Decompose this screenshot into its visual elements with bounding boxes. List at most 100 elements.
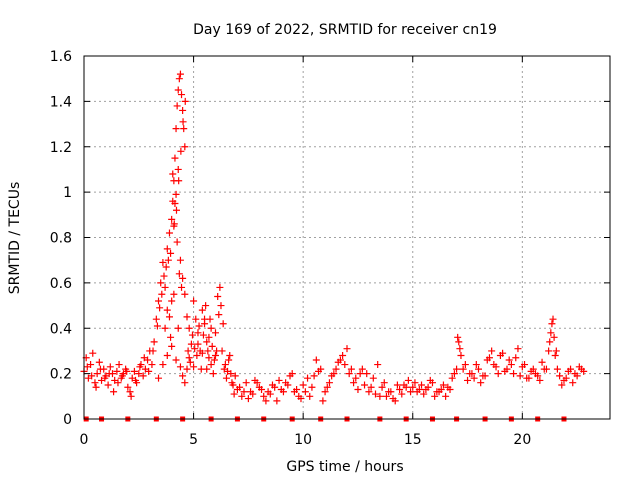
data-point (315, 367, 323, 375)
x-axis-label: GPS time / hours (286, 459, 403, 475)
data-point (363, 370, 371, 378)
data-point (115, 361, 123, 369)
data-point (207, 361, 215, 369)
data-point (160, 272, 168, 280)
data-point (284, 381, 292, 389)
data-point (521, 361, 529, 369)
data-point (165, 229, 173, 237)
data-point (226, 351, 234, 359)
data-point (127, 392, 135, 400)
data-point (123, 367, 131, 375)
data-point (168, 297, 176, 305)
data-point (91, 379, 99, 387)
data-point (181, 290, 189, 298)
x-tick-label: 0 (80, 432, 89, 448)
data-point (130, 367, 138, 375)
data-point (174, 324, 182, 332)
chart-title: Day 169 of 2022, SRMTID for receiver cn1… (193, 22, 497, 38)
data-point (124, 383, 132, 391)
data-point (312, 356, 320, 364)
data-point (439, 381, 447, 389)
data-point (101, 374, 109, 382)
data-point (193, 351, 201, 359)
data-point (172, 125, 180, 133)
data-point (288, 370, 296, 378)
data-point (187, 340, 195, 348)
data-point (179, 372, 187, 380)
data-point (249, 390, 257, 398)
data-point (358, 365, 366, 373)
data-point (173, 102, 181, 110)
data-point (424, 383, 432, 391)
data-point (534, 372, 542, 380)
data-point (323, 383, 331, 391)
data-point (106, 363, 114, 371)
data-point (271, 383, 279, 391)
data-point (190, 363, 198, 371)
data-point (145, 367, 153, 375)
data-point (169, 170, 177, 178)
y-tick-label: 1.6 (50, 49, 72, 65)
data-point (470, 374, 478, 382)
data-point (494, 370, 502, 378)
x-tick-label: 5 (189, 432, 198, 448)
y-tick-label: 1.2 (50, 140, 72, 156)
data-point (203, 338, 211, 346)
data-point (510, 370, 518, 378)
data-point (222, 374, 230, 382)
data-point (186, 358, 194, 366)
data-point (468, 370, 476, 378)
data-point (204, 347, 212, 355)
data-point (179, 274, 187, 282)
data-point (299, 381, 307, 389)
data-point (301, 388, 309, 396)
x-tick-label: 20 (513, 432, 531, 448)
data-point (207, 324, 215, 332)
data-point (407, 388, 415, 396)
data-point (549, 315, 557, 323)
data-point (516, 372, 524, 380)
data-point (162, 263, 170, 271)
data-point (188, 331, 196, 339)
data-point (179, 106, 187, 114)
data-point (126, 388, 134, 396)
data-point (168, 342, 176, 350)
data-point (378, 383, 386, 391)
data-point (418, 381, 426, 389)
data-point (499, 349, 507, 357)
data-point (195, 322, 203, 330)
data-point (176, 363, 184, 371)
data-point (308, 383, 316, 391)
data-point (240, 388, 248, 396)
data-point (215, 311, 223, 319)
data-point (398, 390, 406, 398)
data-point (178, 91, 186, 99)
data-point (507, 361, 515, 369)
data-point (209, 370, 217, 378)
data-point (310, 372, 318, 380)
data-point (459, 365, 467, 373)
data-point (389, 395, 397, 403)
data-point (371, 390, 379, 398)
data-point (155, 297, 163, 305)
data-point (550, 333, 558, 341)
data-point (411, 379, 419, 387)
data-point (341, 361, 349, 369)
data-point (564, 367, 572, 375)
data-point (214, 292, 222, 300)
data-point (275, 376, 283, 384)
data-point (558, 381, 566, 389)
data-point (167, 249, 175, 257)
data-points (80, 70, 588, 405)
data-point (420, 390, 428, 398)
data-point (374, 361, 382, 369)
data-point (433, 388, 441, 396)
data-point (352, 374, 360, 382)
data-point (456, 345, 464, 353)
data-point (92, 383, 100, 391)
data-point (175, 270, 183, 278)
data-point (175, 177, 183, 185)
data-point (150, 338, 158, 346)
y-tick-label: 0.4 (50, 321, 72, 337)
data-point (332, 365, 340, 373)
